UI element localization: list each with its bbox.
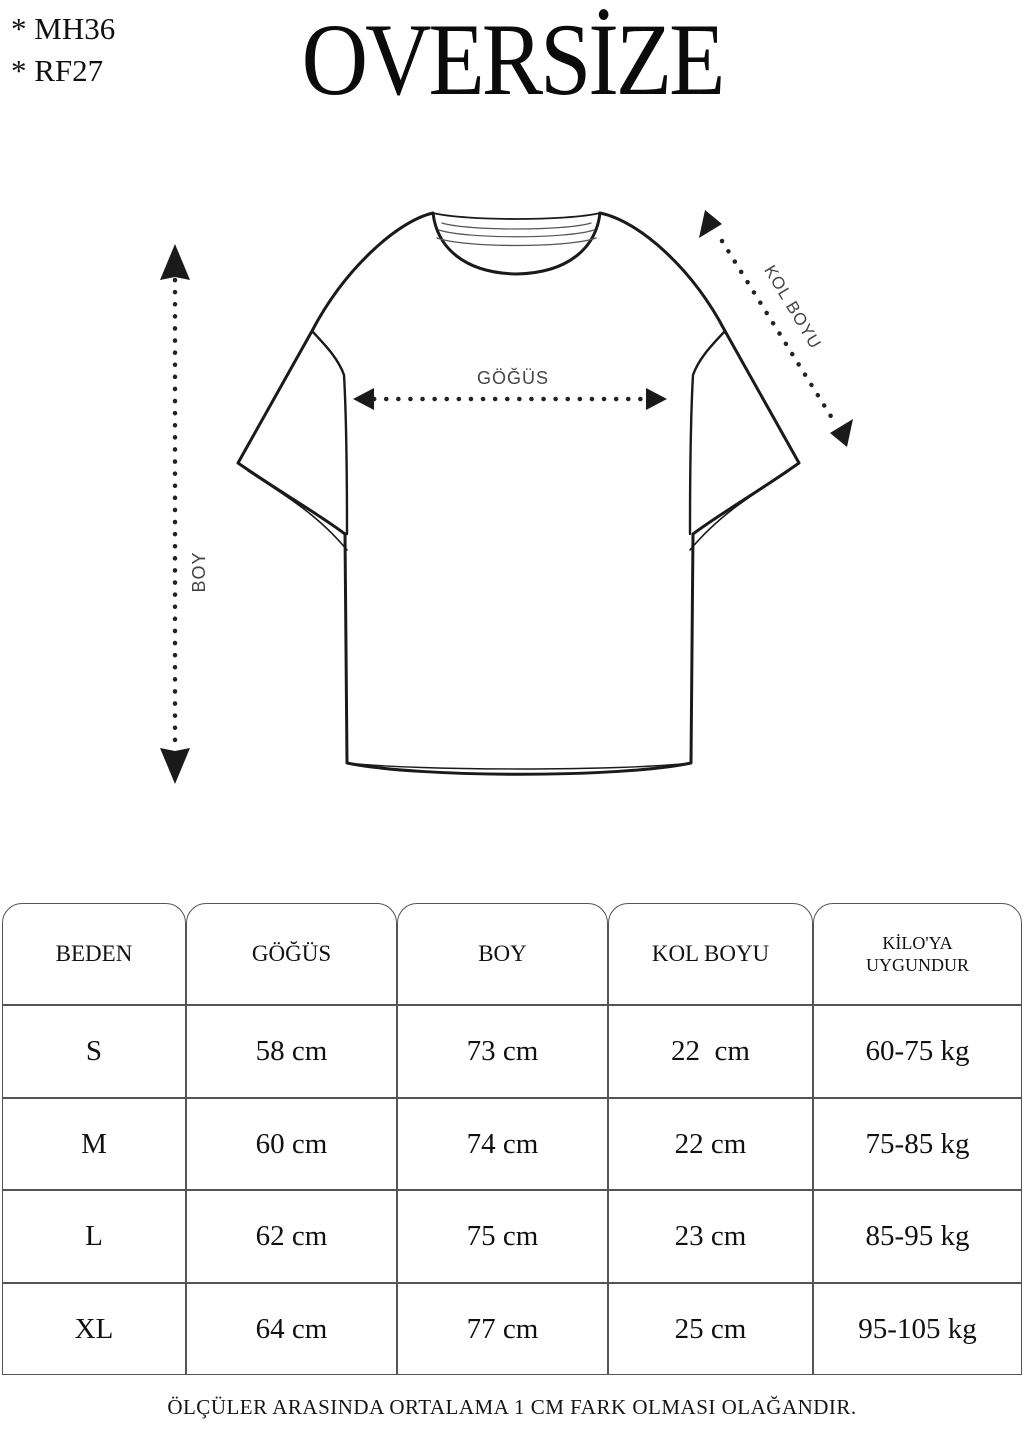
svg-text:BOY: BOY	[189, 551, 209, 592]
svg-text:KOL BOYU: KOL BOYU	[760, 262, 825, 353]
svg-text:GÖĞÜS: GÖĞÜS	[477, 367, 549, 388]
